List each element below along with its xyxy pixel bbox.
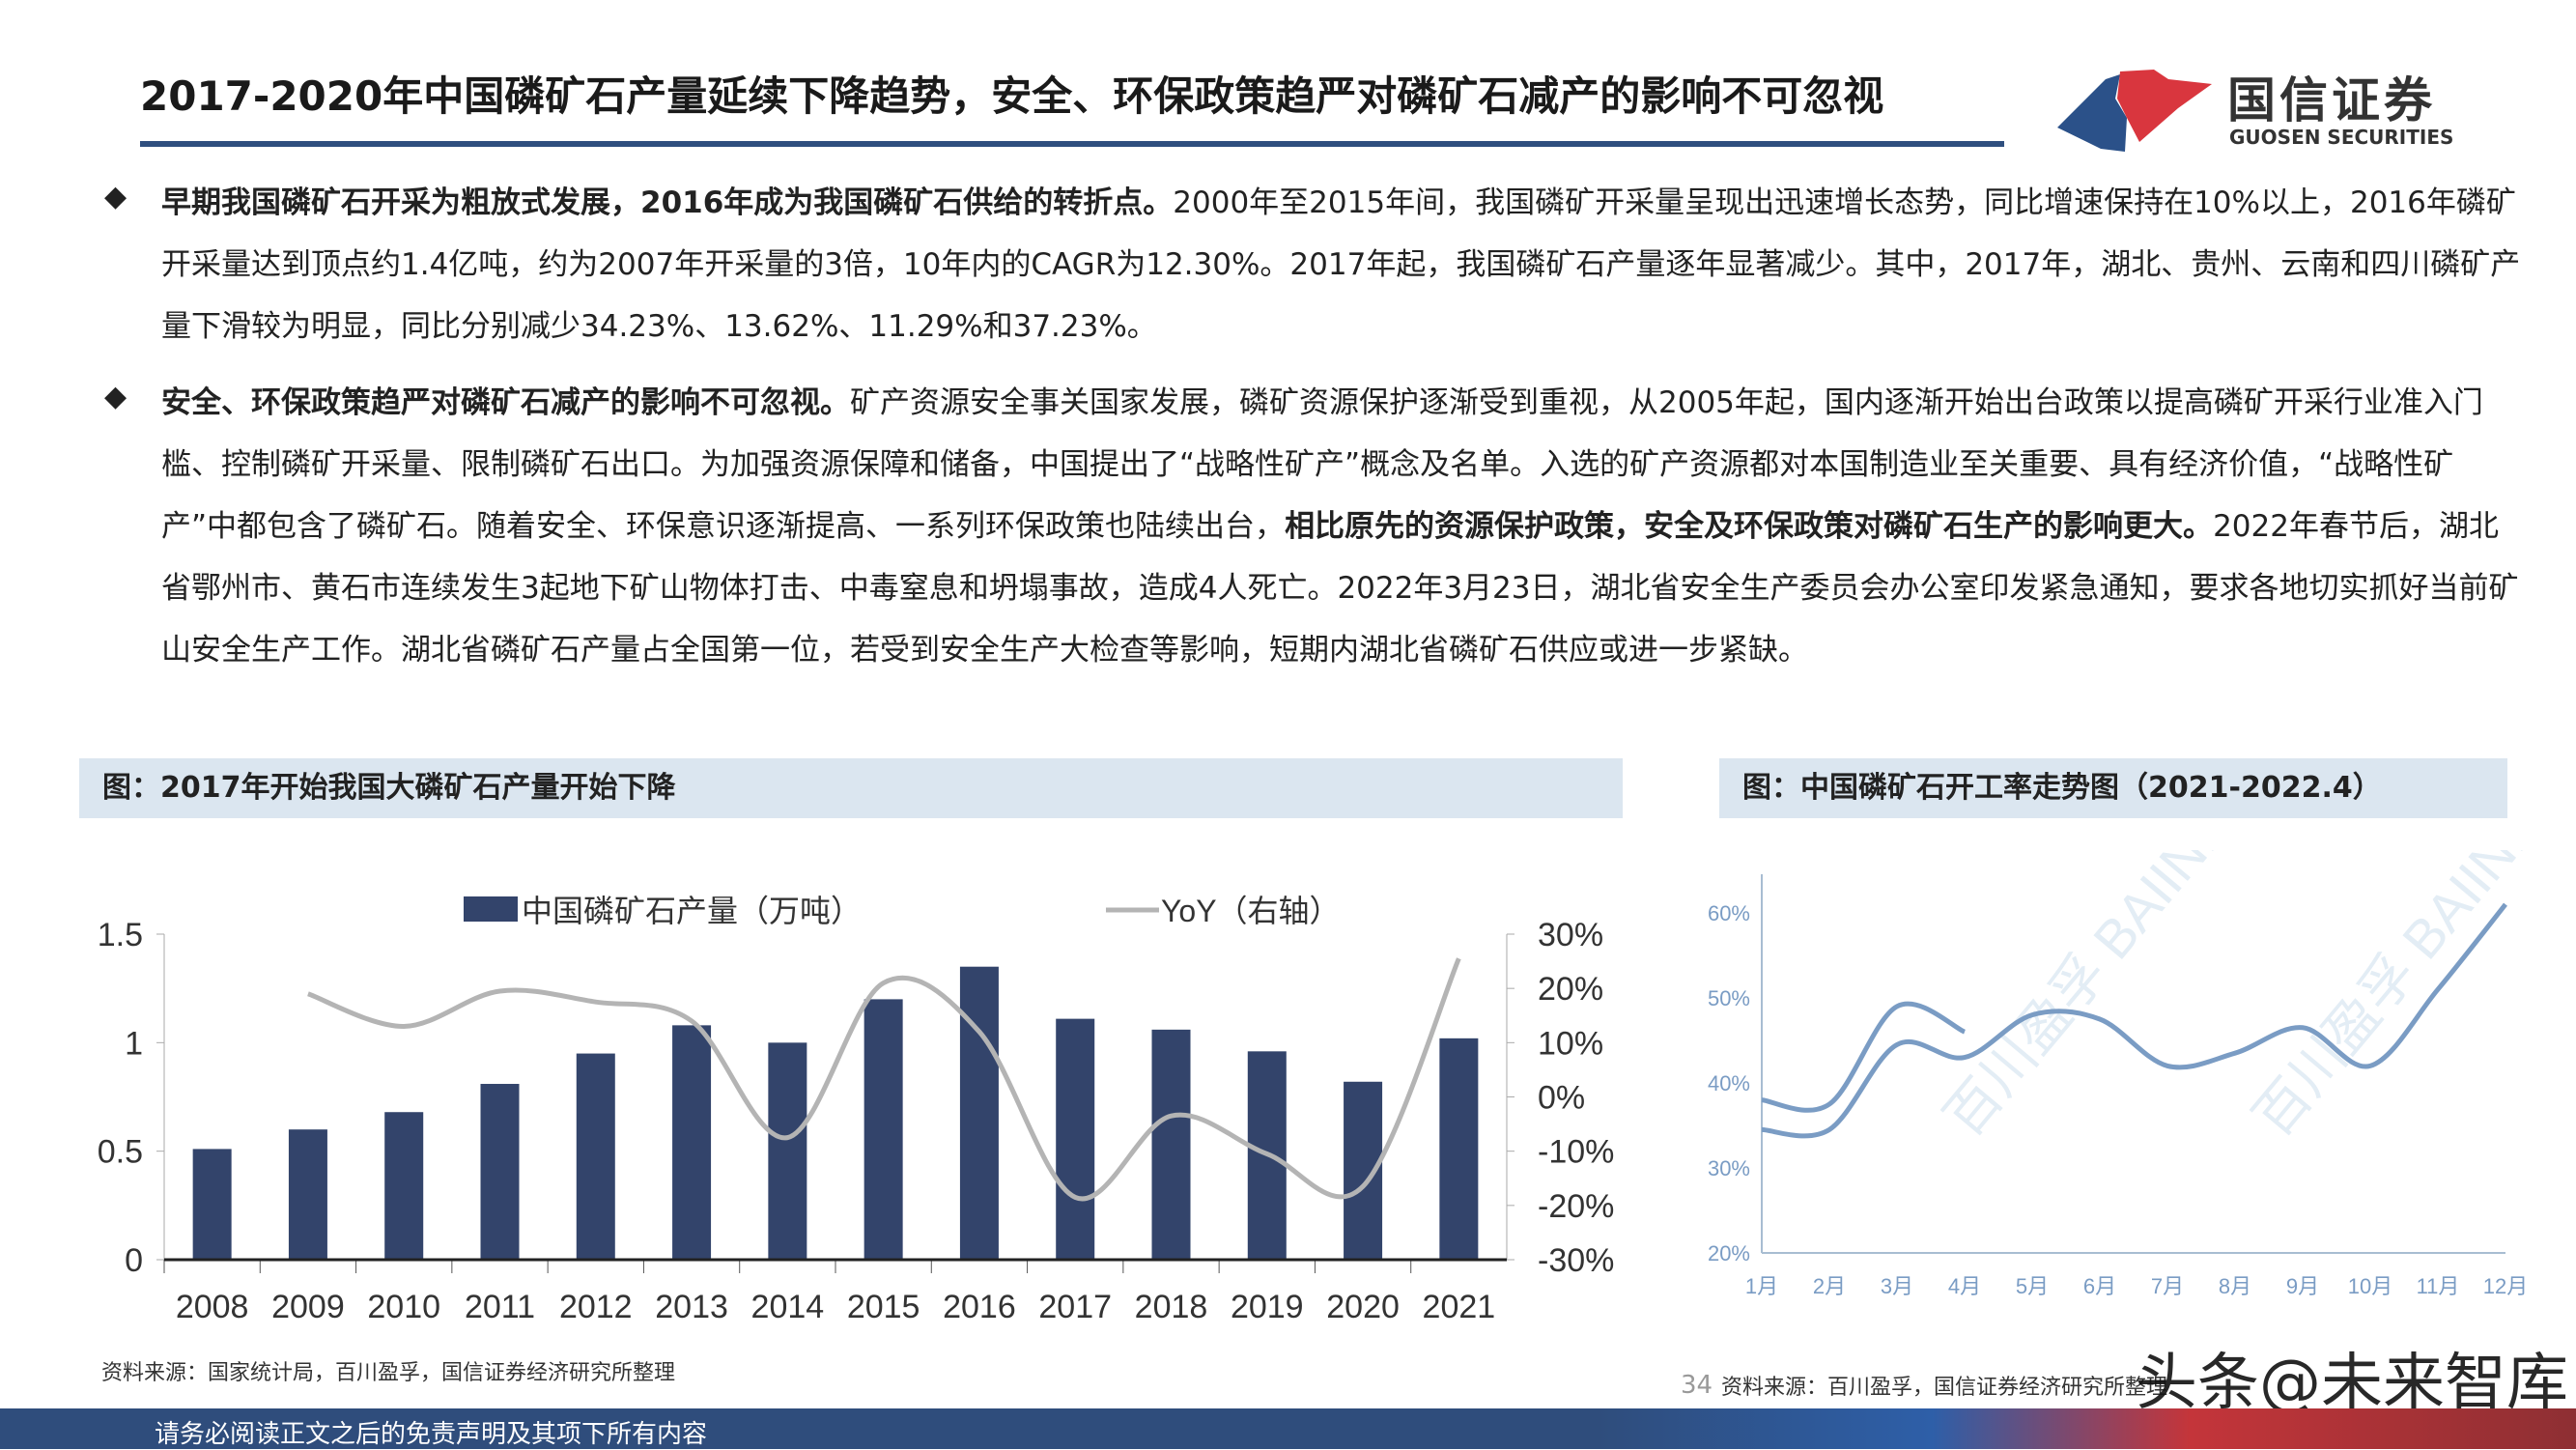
footer-bar: 请务必阅读正文之后的免责声明及其项下所有内容: [0, 1408, 2576, 1449]
bar-2014: [768, 1042, 807, 1260]
y2-tick-label: 30%: [1538, 917, 1603, 953]
paragraph-1-lead: 早期我国磷矿石开采为粗放式发展，2016年成为我国磷矿石供给的转折点。: [161, 185, 1174, 220]
x-tick-label: 8月: [2219, 1274, 2251, 1298]
y2-tick-label: -20%: [1538, 1188, 1614, 1225]
paragraph-1: 早期我国磷矿石开采为粗放式发展，2016年成为我国磷矿石供给的转折点。2000年…: [161, 172, 2528, 357]
paragraph-2: 安全、环保政策趋严对磷矿石减产的影响不可忽视。矿产资源安全事关国家发展，磷矿资源…: [161, 372, 2528, 681]
x-tick-label: 3月: [1881, 1274, 1913, 1298]
y-tick-label: 60%: [1708, 901, 1750, 925]
watermark-text: 百川盈孚 BAIINFO: [1933, 850, 2267, 1148]
y2-tick-label: 10%: [1538, 1025, 1603, 1062]
paragraph-2-emphasis: 相比原先的资源保护政策，安全及环保政策对磷矿石生产的影响更大。: [1285, 509, 2214, 544]
diamond-bullet-icon: ◆: [104, 180, 127, 213]
paragraph-1-body: 2000年至2015年间，我国磷矿开采量呈现出迅速增长态势，同比增速保持在10%…: [161, 185, 2521, 344]
legend-bar-swatch: [464, 896, 518, 922]
x-tick-label: 12月: [2483, 1274, 2528, 1298]
paragraph-2-body: 矿产资源安全事关国家发展，磷矿资源保护逐渐受到重视，从2005年起，国内逐渐开始…: [161, 385, 2483, 544]
y-tick-label: 1: [125, 1025, 143, 1062]
x-tick-label: 7月: [2151, 1274, 2184, 1298]
x-tick-label: 1月: [1745, 1274, 1778, 1298]
watermark: 头条@未来智库: [2136, 1348, 2568, 1419]
y-tick-label: 50%: [1708, 986, 1750, 1010]
bar-2008: [192, 1149, 232, 1260]
x-tick-label: 2017: [1038, 1289, 1112, 1325]
y-tick-label: 30%: [1708, 1156, 1750, 1180]
left-figure-title: 图：2017年开始我国大磷矿石产量开始下降: [79, 758, 1623, 818]
rate-line-1: [1761, 1001, 1967, 1113]
y2-tick-label: 0%: [1538, 1080, 1585, 1117]
bar-2011: [480, 1084, 520, 1260]
paragraph-2-body-2: 2022年春节后，湖北省鄂州市、黄石市连续发生3起地下矿山物体打击、中毒窒息和坍…: [161, 509, 2519, 668]
bar-2016: [959, 966, 999, 1260]
rate-line-0: [1761, 902, 2507, 1139]
x-tick-label: 2021: [1423, 1289, 1496, 1325]
x-tick-label: 2012: [559, 1289, 633, 1325]
brand-name-en: GUOSEN SECURITIES: [2229, 126, 2454, 149]
y2-tick-label: 20%: [1538, 971, 1603, 1008]
x-tick-label: 2016: [943, 1289, 1016, 1325]
legend-bar-label: 中国磷矿石产量（万吨）: [522, 894, 862, 928]
bar-2018: [1151, 1029, 1191, 1260]
x-tick-label: 2013: [655, 1289, 728, 1325]
x-tick-label: 6月: [2083, 1274, 2116, 1298]
page-title: 2017-2020年中国磷矿石产量延续下降趋势，安全、环保政策趋严对磷矿石减产的…: [140, 72, 1884, 120]
bar-2021: [1439, 1038, 1479, 1260]
right-figure-title: 图：中国磷矿石开工率走势图（2021-2022.4）: [1719, 758, 2507, 818]
title-underline: [140, 141, 2004, 147]
y2-tick-label: -30%: [1538, 1242, 1614, 1279]
bar-2010: [384, 1112, 424, 1260]
x-tick-label: 2月: [1813, 1274, 1846, 1298]
right-source: 资料来源：百川盈孚，国信证券经济研究所整理: [1721, 1376, 2168, 1400]
bar-2012: [576, 1053, 615, 1260]
y-tick-label: 1.5: [98, 917, 143, 953]
x-tick-label: 2010: [367, 1289, 440, 1325]
x-tick-label: 4月: [1948, 1274, 1981, 1298]
x-tick-label: 2014: [751, 1289, 825, 1325]
brand-name: 国信证券: [2227, 72, 2436, 128]
bar-2015: [863, 999, 903, 1260]
x-tick-label: 2019: [1231, 1289, 1304, 1325]
bar-2009: [288, 1129, 327, 1260]
x-tick-label: 2011: [465, 1289, 535, 1325]
guosen-logo-icon: [2057, 70, 2212, 152]
y-tick-label: 20%: [1708, 1241, 1750, 1265]
disclaimer: 请务必阅读正文之后的免责声明及其项下所有内容: [155, 1420, 708, 1449]
y-tick-label: 40%: [1708, 1071, 1750, 1095]
legend-line-label: YoY（右轴）: [1161, 894, 1341, 928]
x-tick-label: 2008: [176, 1289, 249, 1325]
y2-tick-label: -10%: [1538, 1134, 1614, 1171]
left-source: 资料来源：国家统计局，百川盈孚，国信证券经济研究所整理: [101, 1361, 676, 1385]
diamond-bullet-icon: ◆: [104, 380, 127, 413]
bar-2017: [1056, 1018, 1095, 1260]
bar-2013: [672, 1025, 712, 1260]
paragraph-2-lead: 安全、环保政策趋严对磷矿石减产的影响不可忽视。: [161, 385, 850, 420]
x-tick-label: 11月: [2417, 1274, 2460, 1298]
production-chart: 0 0.5 1 1.5 -30% -20% -10% 0% 10% 20% 30% 2008 2009 2…: [98, 894, 1615, 1325]
x-tick-label: 2020: [1326, 1289, 1400, 1325]
x-tick-label: 2018: [1135, 1289, 1208, 1325]
y-tick-label: 0.5: [98, 1134, 143, 1171]
page-number: 34: [1681, 1371, 1713, 1400]
yoy-line: [307, 957, 1461, 1202]
watermark-text: 百川盈孚 BAIINFO: [2242, 850, 2550, 1148]
y-tick-label: 0: [125, 1242, 143, 1279]
x-tick-label: 2009: [271, 1289, 345, 1325]
x-tick-label: 5月: [2016, 1274, 2049, 1298]
x-tick-label: 9月: [2286, 1274, 2319, 1298]
x-tick-label: 2015: [847, 1289, 920, 1325]
x-tick-label: 10月: [2348, 1274, 2392, 1298]
